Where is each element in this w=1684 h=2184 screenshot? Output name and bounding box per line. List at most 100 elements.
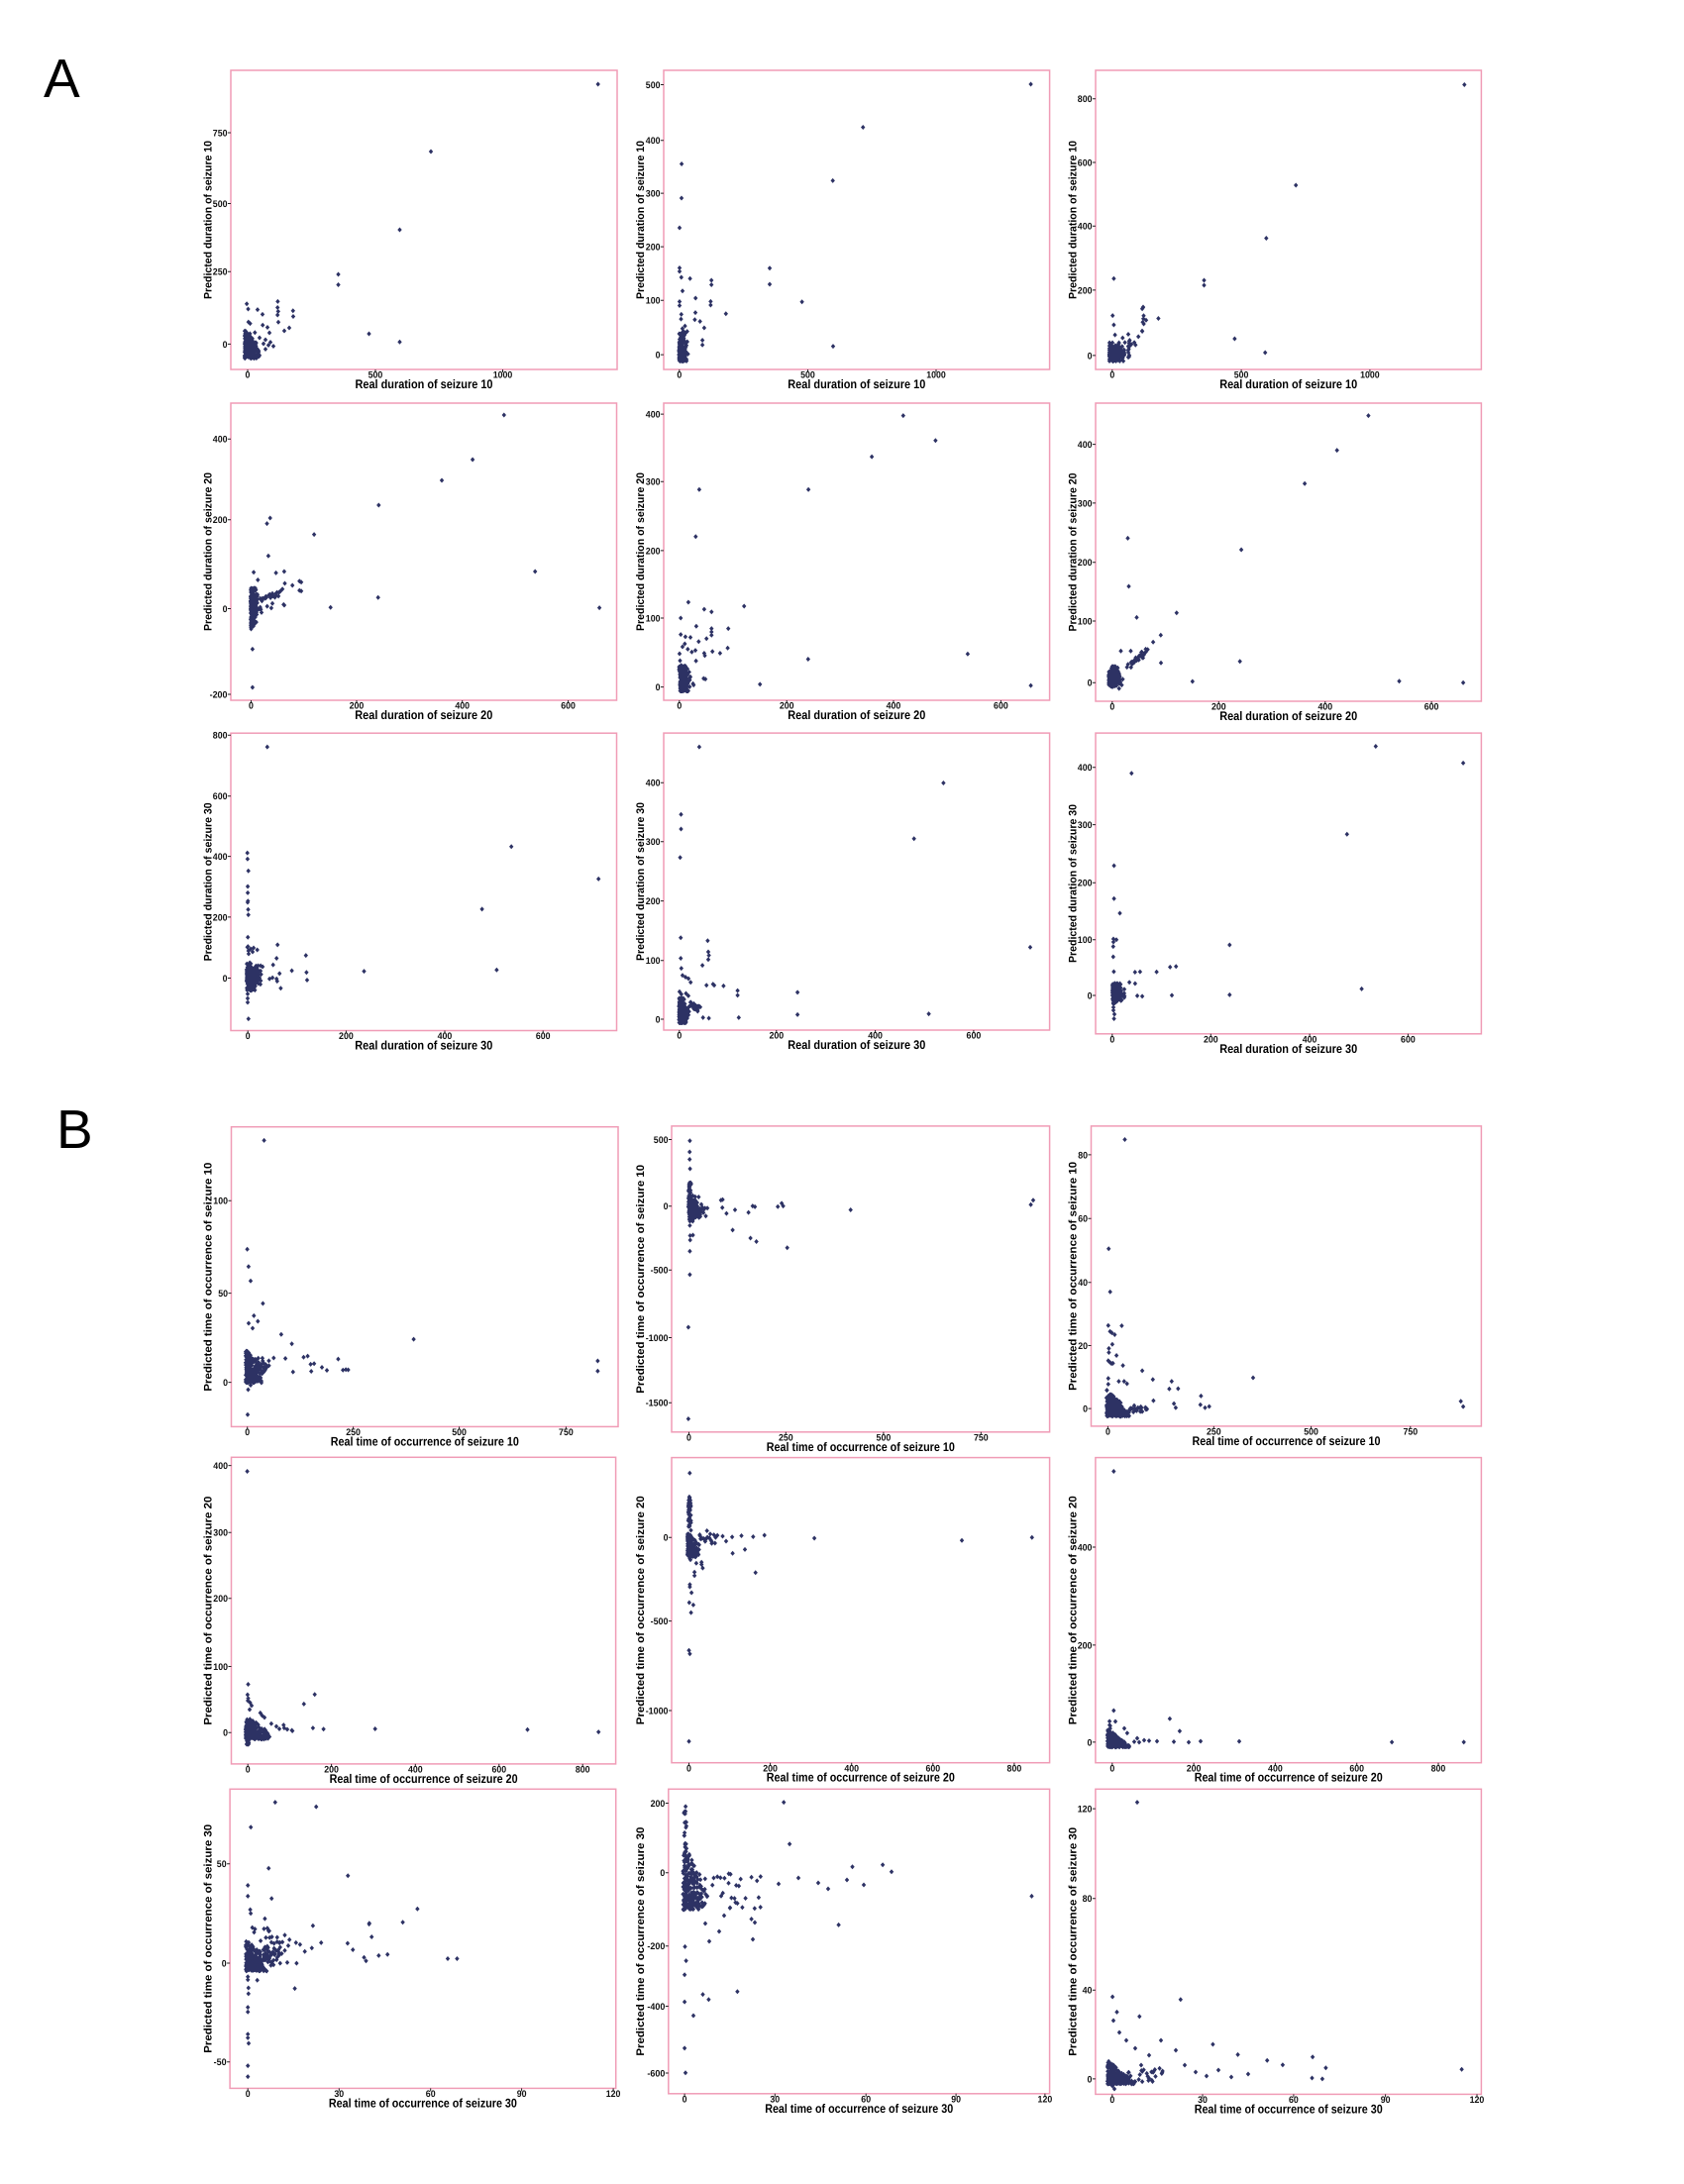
svg-text:750: 750 (559, 1427, 574, 1438)
svg-text:800: 800 (1431, 1763, 1446, 1774)
svg-text:300: 300 (1078, 820, 1093, 831)
svg-text:200: 200 (1204, 1034, 1218, 1045)
svg-text:Predicted duration of seizure: Predicted duration of seizure 30 (635, 802, 647, 961)
svg-text:750: 750 (1403, 1427, 1418, 1438)
svg-text:400: 400 (1078, 763, 1093, 774)
svg-text:Real time of occurrence of sei: Real time of occurrence of seizure 10 (1193, 1434, 1381, 1448)
svg-text:800: 800 (213, 731, 228, 742)
svg-text:600: 600 (491, 1765, 506, 1776)
svg-text:300: 300 (213, 1528, 228, 1539)
svg-text:100: 100 (213, 1662, 228, 1673)
svg-text:250: 250 (779, 1432, 793, 1443)
svg-text:400: 400 (1078, 1542, 1093, 1553)
svg-text:0: 0 (664, 1533, 669, 1544)
svg-text:Predicted time of occurrence o: Predicted time of occurrence of seizure … (1068, 1496, 1080, 1724)
svg-text:300: 300 (646, 477, 661, 488)
svg-text:500: 500 (213, 199, 228, 210)
svg-text:500: 500 (452, 1427, 467, 1438)
svg-text:40: 40 (1083, 1986, 1093, 1997)
svg-text:Predicted time of occurrence o: Predicted time of occurrence of seizure … (1068, 1162, 1080, 1391)
svg-text:200: 200 (1078, 1640, 1093, 1651)
svg-text:Real duration of seizure 20: Real duration of seizure 20 (788, 708, 925, 722)
svg-text:800: 800 (1078, 94, 1093, 105)
svg-text:-500: -500 (651, 1266, 669, 1277)
svg-text:100: 100 (213, 1196, 228, 1207)
svg-text:Predicted time of occurrence o: Predicted time of occurrence of seizure … (635, 1165, 647, 1394)
svg-text:400: 400 (1317, 702, 1332, 713)
svg-text:Real time of occurrence of sei: Real time of occurrence of seizure 30 (765, 2102, 953, 2116)
svg-text:400: 400 (213, 435, 228, 446)
svg-text:0: 0 (246, 2089, 251, 2100)
svg-text:400: 400 (844, 1763, 859, 1774)
svg-text:Real time of occurrence of sei: Real time of occurrence of seizure 10 (331, 1434, 519, 1448)
svg-text:-200: -200 (647, 1941, 665, 1952)
svg-text:Predicted duration of seizure: Predicted duration of seizure 30 (203, 802, 215, 961)
svg-text:500: 500 (877, 1432, 892, 1443)
svg-text:200: 200 (213, 515, 228, 526)
svg-text:80: 80 (1078, 1150, 1088, 1161)
svg-text:60: 60 (1078, 1214, 1088, 1225)
svg-text:500: 500 (368, 370, 383, 381)
svg-text:1000: 1000 (1360, 370, 1380, 381)
svg-text:200: 200 (1078, 285, 1093, 296)
svg-text:200: 200 (1187, 1763, 1202, 1774)
svg-text:0: 0 (246, 1765, 251, 1776)
svg-text:Predicted time of occurrence o: Predicted time of occurrence of seizure … (635, 1827, 647, 2056)
svg-text:400: 400 (887, 701, 901, 712)
svg-text:120: 120 (1470, 2095, 1485, 2106)
svg-text:200: 200 (646, 243, 661, 254)
svg-text:0: 0 (664, 1201, 669, 1212)
svg-text:Real duration of seizure 30: Real duration of seizure 30 (355, 1039, 492, 1053)
svg-text:90: 90 (951, 2094, 961, 2105)
svg-text:400: 400 (1078, 222, 1093, 233)
svg-text:Real time of occurrence of sei: Real time of occurrence of seizure 10 (767, 1440, 955, 1454)
svg-text:30: 30 (770, 2094, 780, 2105)
svg-text:A: A (44, 48, 80, 109)
svg-text:750: 750 (213, 128, 228, 139)
svg-text:0: 0 (1088, 2074, 1093, 2085)
svg-text:300: 300 (646, 189, 661, 200)
svg-text:400: 400 (213, 852, 228, 863)
svg-text:0: 0 (1088, 990, 1093, 1001)
svg-text:400: 400 (1078, 440, 1093, 451)
svg-text:0: 0 (223, 340, 228, 351)
svg-text:600: 600 (925, 1763, 940, 1774)
svg-text:100: 100 (646, 613, 661, 624)
svg-text:200: 200 (1211, 702, 1226, 713)
svg-text:0: 0 (656, 1014, 661, 1025)
svg-text:0: 0 (1109, 1034, 1114, 1045)
svg-text:0: 0 (249, 701, 254, 712)
svg-text:200: 200 (646, 896, 661, 907)
svg-text:800: 800 (576, 1765, 590, 1776)
svg-text:0: 0 (1109, 1763, 1114, 1774)
svg-text:Real duration of seizure 10: Real duration of seizure 10 (1219, 377, 1357, 391)
svg-text:0: 0 (223, 604, 228, 615)
svg-text:Predicted time of occurrence o: Predicted time of occurrence of seizure … (203, 1163, 215, 1392)
svg-text:30: 30 (1198, 2095, 1208, 2106)
svg-text:30: 30 (334, 2089, 344, 2100)
svg-text:600: 600 (1401, 1034, 1416, 1045)
svg-text:200: 200 (646, 546, 661, 557)
svg-text:40: 40 (1078, 1278, 1088, 1289)
svg-text:-1000: -1000 (646, 1706, 669, 1716)
svg-text:120: 120 (1078, 1805, 1093, 1816)
svg-text:Predicted time of occurrence o: Predicted time of occurrence of seizure … (203, 1497, 215, 1725)
svg-text:600: 600 (536, 1031, 551, 1042)
svg-text:600: 600 (1078, 157, 1093, 168)
svg-text:0: 0 (683, 2094, 687, 2105)
svg-text:Real duration of seizure 30: Real duration of seizure 30 (788, 1038, 925, 1052)
svg-text:200: 200 (780, 701, 794, 712)
svg-text:200: 200 (1078, 879, 1093, 889)
svg-text:0: 0 (677, 701, 682, 712)
svg-text:50: 50 (218, 1289, 228, 1300)
svg-text:250: 250 (346, 1427, 361, 1438)
svg-text:250: 250 (1207, 1427, 1221, 1438)
svg-text:600: 600 (1424, 702, 1439, 713)
svg-text:0: 0 (1105, 1427, 1110, 1438)
svg-text:400: 400 (1268, 1763, 1283, 1774)
svg-text:200: 200 (763, 1763, 778, 1774)
svg-text:400: 400 (213, 1461, 228, 1472)
svg-text:400: 400 (1303, 1034, 1317, 1045)
svg-text:B: B (56, 1098, 93, 1160)
svg-text:0: 0 (660, 1868, 665, 1879)
